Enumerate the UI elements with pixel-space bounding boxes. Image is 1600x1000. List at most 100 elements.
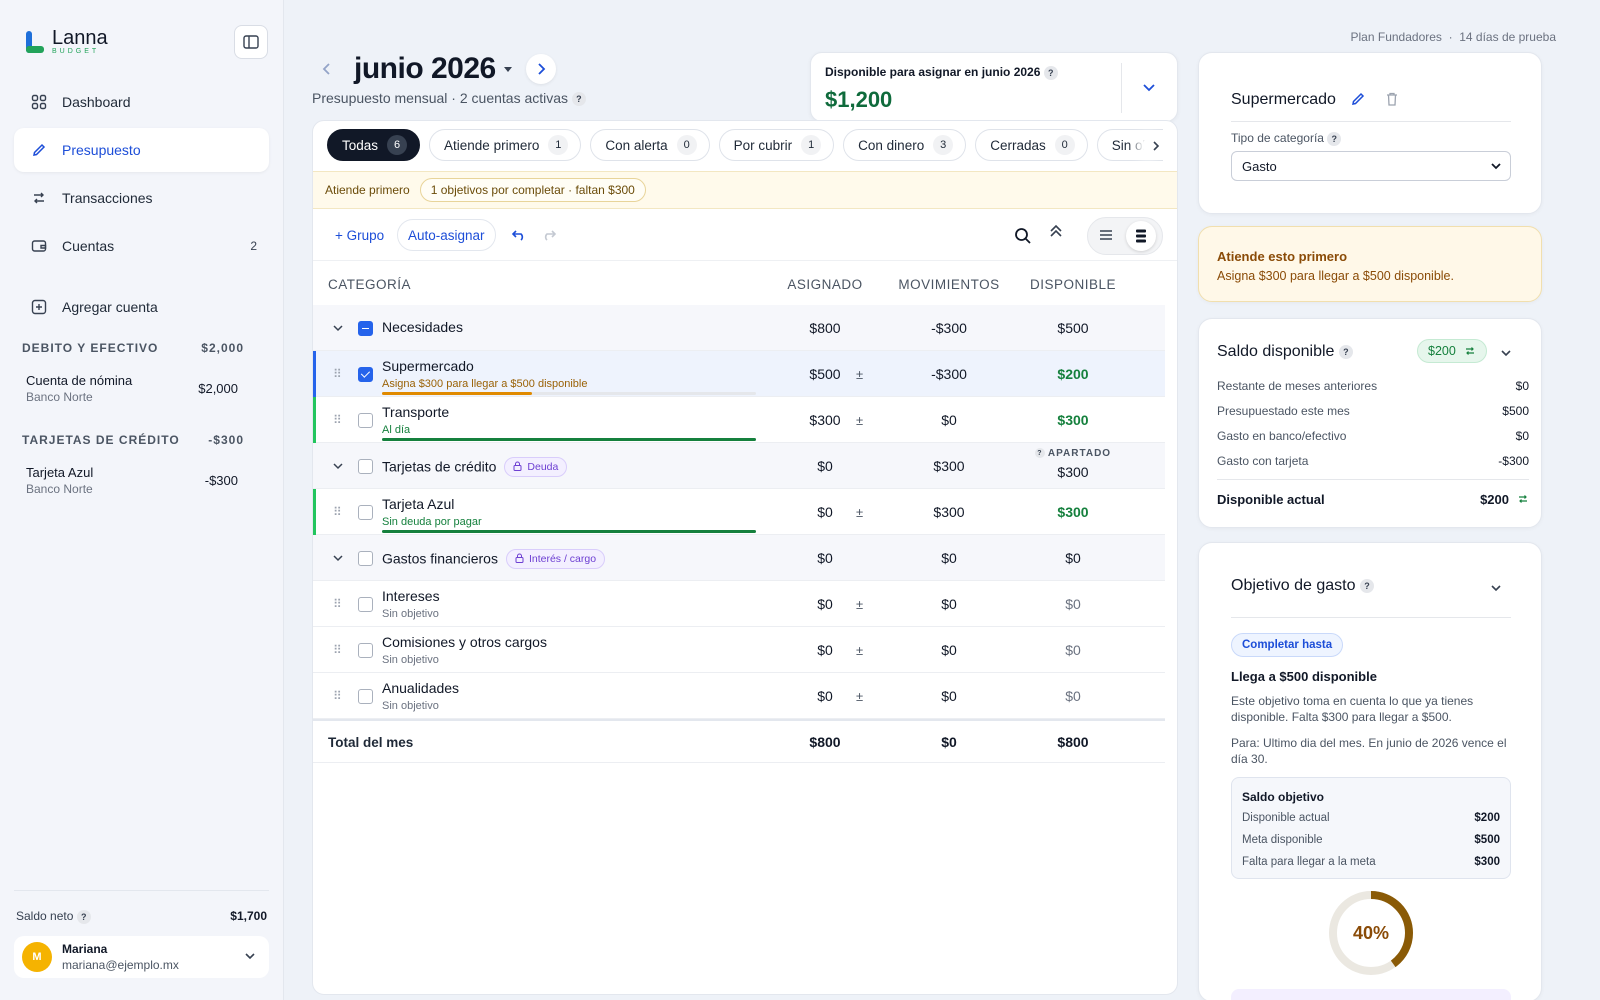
row-available[interactable]: $500 (1057, 320, 1089, 336)
col-category[interactable]: CATEGORÍA (328, 276, 412, 292)
view-toggle[interactable] (1087, 217, 1163, 255)
available-to-assign-card[interactable]: Disponible para asignar en junio 2026 ? … (810, 52, 1178, 122)
drag-handle-icon[interactable]: ⠿ (333, 367, 342, 381)
row-assigned[interactable]: $0 (817, 642, 833, 658)
row-available[interactable]: $200 (1057, 366, 1089, 382)
adjust-icon[interactable]: ± (856, 689, 864, 704)
brand-logo[interactable]: Lanna BUDGET (24, 28, 108, 55)
user-menu[interactable]: M Mariana mariana@ejemplo.mx (14, 935, 269, 978)
row-available[interactable]: $300 (1057, 504, 1089, 520)
help-icon[interactable]: ? (76, 909, 91, 924)
row-assigned[interactable]: $500 (809, 366, 841, 382)
row-activity[interactable]: $0 (941, 412, 957, 428)
tab-por-cubrir[interactable]: Por cubrir 1 (718, 129, 835, 161)
prev-month-button[interactable] (312, 54, 342, 84)
row-assigned[interactable]: $800 (809, 320, 841, 336)
row-activity[interactable]: $300 (933, 458, 965, 474)
month-title[interactable]: junio 2026 (354, 52, 496, 85)
row-activity[interactable]: -$300 (931, 320, 967, 336)
add-account-button[interactable]: Agregar cuenta (14, 287, 269, 327)
edit-icon[interactable] (1350, 91, 1366, 107)
row-assigned[interactable]: $0 (817, 458, 833, 474)
attention-pill[interactable]: 1 objetivos por completar · faltan $300 (419, 178, 646, 202)
undo-icon[interactable] (509, 225, 529, 245)
compact-view-icon[interactable] (1126, 221, 1156, 251)
help-icon[interactable]: ? (1043, 65, 1058, 80)
chevron-down-icon[interactable] (331, 551, 345, 568)
tabs-scroll-right-button[interactable] (1143, 133, 1169, 159)
row-activity[interactable]: $0 (941, 642, 957, 658)
row-checkbox[interactable] (358, 551, 373, 566)
chevron-down-icon[interactable] (331, 321, 345, 338)
row-activity[interactable]: $300 (933, 504, 965, 520)
category-row[interactable]: ⠿ Intereses Sin objetivo $0 ± $0 $0 (313, 581, 1165, 627)
adjust-icon[interactable]: ± (856, 643, 864, 658)
sidebar-toggle-button[interactable] (234, 25, 268, 59)
drag-handle-icon[interactable]: ⠿ (333, 505, 342, 519)
account-item[interactable]: Tarjeta Azul Banco Norte -$300 (22, 465, 244, 496)
col-available[interactable]: DISPONIBLE (1029, 276, 1117, 292)
drag-handle-icon[interactable]: ⠿ (333, 643, 342, 657)
row-checkbox[interactable] (358, 643, 373, 658)
tab-con-alerta[interactable]: Con alerta 0 (590, 129, 710, 161)
help-icon[interactable]: ? (1359, 578, 1374, 593)
row-assigned[interactable]: $0 (817, 504, 833, 520)
row-checkbox[interactable] (358, 367, 373, 382)
row-activity[interactable]: $0 (941, 688, 957, 704)
group-row[interactable]: Tarjetas de crédito Deuda $0 $300 ? APARTADO $… (313, 443, 1165, 489)
tab-atiende-primero[interactable]: Atiende primero 1 (429, 129, 582, 161)
row-activity[interactable]: $0 (941, 596, 957, 612)
adjust-icon[interactable]: ± (856, 505, 864, 520)
collapse-all-icon[interactable] (1046, 221, 1066, 241)
search-icon[interactable] (1013, 226, 1033, 246)
chevron-down-icon[interactable] (331, 459, 345, 476)
adjust-icon[interactable]: ± (856, 597, 864, 612)
category-row[interactable]: ⠿ Supermercado Asigna $300 para llegar a $… (313, 351, 1165, 397)
nav-item-transacciones[interactable]: Transacciones (14, 176, 269, 220)
row-available[interactable]: $300 (1057, 412, 1089, 428)
redo-icon[interactable] (539, 225, 559, 245)
nav-item-presupuesto[interactable]: Presupuesto (14, 128, 269, 172)
group-row[interactable]: Necesidades $800 -$300 $500 (313, 305, 1165, 351)
tab-con-dinero[interactable]: Con dinero 3 (843, 129, 967, 161)
row-checkbox[interactable] (358, 459, 373, 474)
row-assigned[interactable]: $0 (817, 596, 833, 612)
row-activity[interactable]: $0 (941, 550, 957, 566)
row-assigned[interactable]: $0 (817, 550, 833, 566)
category-row[interactable]: ⠿ Tarjeta Azul Sin deuda por pagar $0 ± $300 $… (313, 489, 1165, 535)
objetivo-type-chip[interactable]: Completar hasta (1231, 633, 1344, 657)
row-activity[interactable]: -$300 (931, 366, 967, 382)
trash-icon[interactable] (1384, 91, 1400, 107)
row-assigned[interactable]: $300 (809, 412, 841, 428)
category-row[interactable]: ⠿ Transporte Al día $300 ± $0 $300 (313, 397, 1165, 443)
tab-todas[interactable]: Todas 6 (327, 129, 421, 161)
help-icon[interactable]: ? (1327, 131, 1342, 146)
add-group-button[interactable]: + Grupo (335, 227, 385, 243)
row-checkbox[interactable] (358, 321, 373, 336)
tab-cerradas[interactable]: Cerradas 0 (975, 129, 1088, 161)
adjust-icon[interactable]: ± (856, 367, 864, 382)
drag-handle-icon[interactable]: ⠿ (333, 689, 342, 703)
drag-handle-icon[interactable]: ⠿ (333, 413, 342, 427)
row-checkbox[interactable] (358, 505, 373, 520)
row-checkbox[interactable] (358, 597, 373, 612)
row-available[interactable]: $0 (1065, 688, 1081, 704)
adjust-icon[interactable]: ± (856, 413, 864, 428)
category-type-select[interactable]: Gasto (1231, 151, 1511, 181)
chevron-down-icon[interactable] (1499, 346, 1513, 360)
saldo-pill[interactable]: $200 (1417, 339, 1487, 363)
category-row[interactable]: ⠿ Anualidades Sin objetivo $0 ± $0 $0 (313, 673, 1165, 719)
chevron-down-icon[interactable] (1489, 581, 1503, 595)
col-assigned[interactable]: ASIGNADO (787, 276, 863, 292)
row-checkbox[interactable] (358, 689, 373, 704)
row-available[interactable]: $0 (1065, 642, 1081, 658)
row-available[interactable]: $0 (1065, 596, 1081, 612)
next-month-button[interactable] (525, 54, 556, 84)
nav-item-dashboard[interactable]: Dashboard (14, 80, 269, 124)
row-assigned[interactable]: $0 (817, 688, 833, 704)
auto-assign-button[interactable]: Auto-asignar (397, 219, 496, 251)
row-available[interactable]: $300 (1057, 464, 1089, 480)
account-item[interactable]: Cuenta de nómina Banco Norte $2,000 (22, 373, 244, 404)
row-checkbox[interactable] (358, 413, 373, 428)
row-available[interactable]: $0 (1065, 550, 1081, 566)
